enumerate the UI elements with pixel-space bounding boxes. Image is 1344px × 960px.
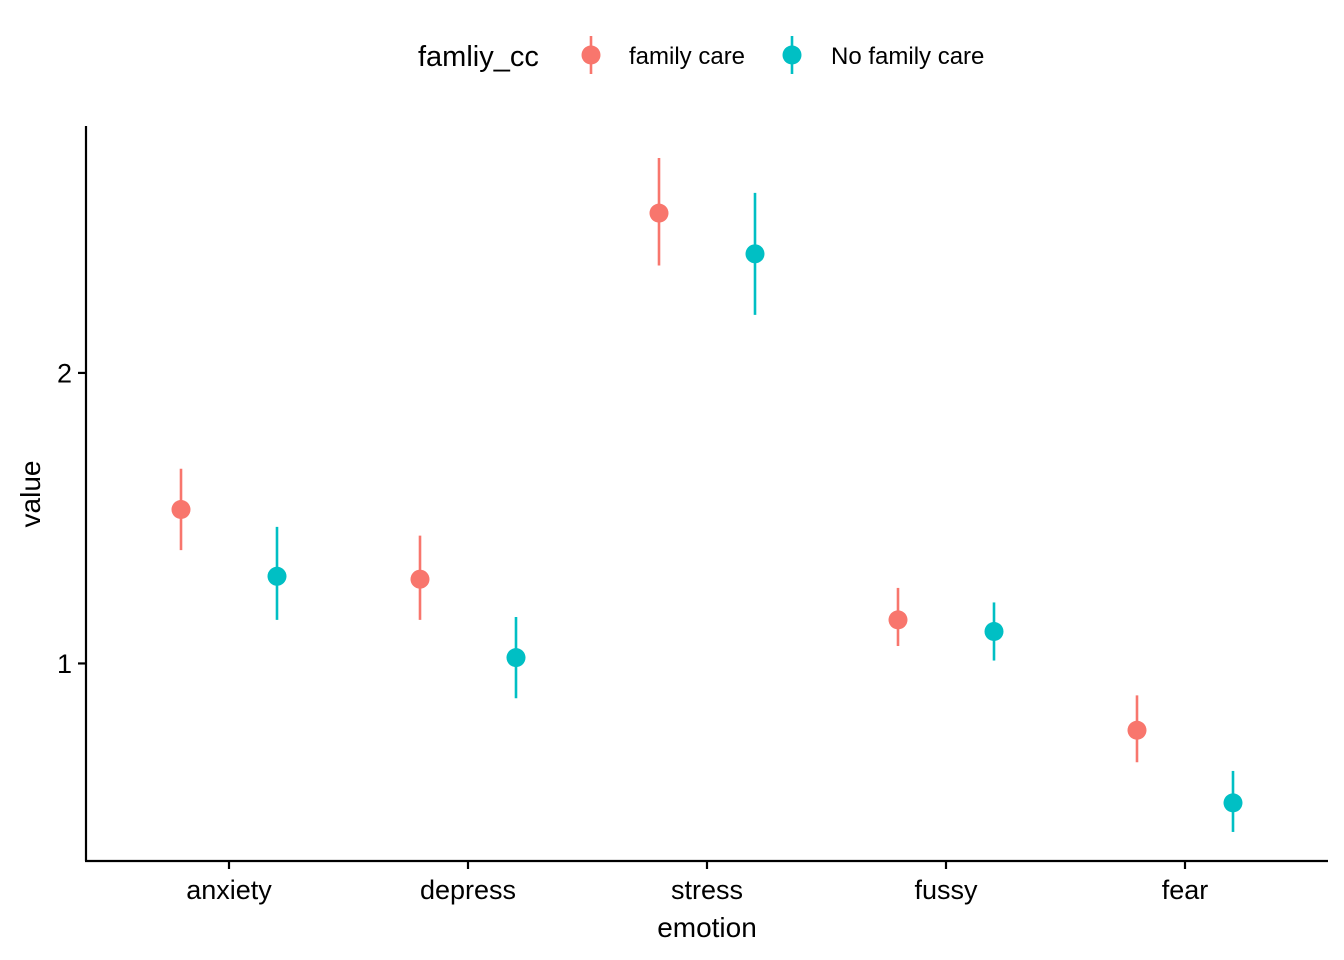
point-no-family-care-depress <box>506 648 526 668</box>
series-no-family-care <box>267 192 1243 832</box>
y-axis-title: value <box>15 461 46 528</box>
legend-key-point-no-family-care <box>782 45 802 65</box>
point-no-family-care-fear <box>1223 793 1243 813</box>
y-tick-label-1: 1 <box>57 649 72 679</box>
plot-area <box>171 157 1243 832</box>
legend-label-no-family-care: No family care <box>831 43 984 70</box>
x-tick-label-stress: stress <box>671 875 743 905</box>
x-tick-label-anxiety: anxiety <box>186 875 272 905</box>
legend-item-no-family-care: No family care <box>782 36 984 74</box>
legend-label-family-care: family care <box>629 43 745 70</box>
point-family-care-anxiety <box>171 499 191 519</box>
point-family-care-stress <box>649 203 669 223</box>
point-family-care-fussy <box>888 610 908 630</box>
legend-item-family-care: family care <box>581 36 745 74</box>
point-no-family-care-anxiety <box>267 566 287 586</box>
legend-title: famliy_cc <box>418 41 539 73</box>
legend: famliy_cc family care No family care <box>418 36 984 74</box>
y-tick-label-2: 2 <box>57 358 72 388</box>
axes: anxiety depress stress fussy fear 12 <box>57 126 1328 905</box>
x-axis-title: emotion <box>657 912 757 943</box>
legend-items: family care No family care <box>581 36 984 74</box>
point-family-care-depress <box>410 569 430 589</box>
point-no-family-care-fussy <box>984 621 1004 641</box>
point-family-care-fear <box>1127 720 1147 740</box>
series-family-care <box>171 157 1147 763</box>
x-tick-label-depress: depress <box>420 875 516 905</box>
y-ticks: 12 <box>57 358 86 679</box>
x-tick-label-fear: fear <box>1162 875 1209 905</box>
x-tick-label-fussy: fussy <box>914 875 978 905</box>
legend-key-point-family-care <box>581 45 601 65</box>
x-ticks: anxiety depress stress fussy fear <box>186 861 1208 905</box>
point-no-family-care-stress <box>745 244 765 264</box>
